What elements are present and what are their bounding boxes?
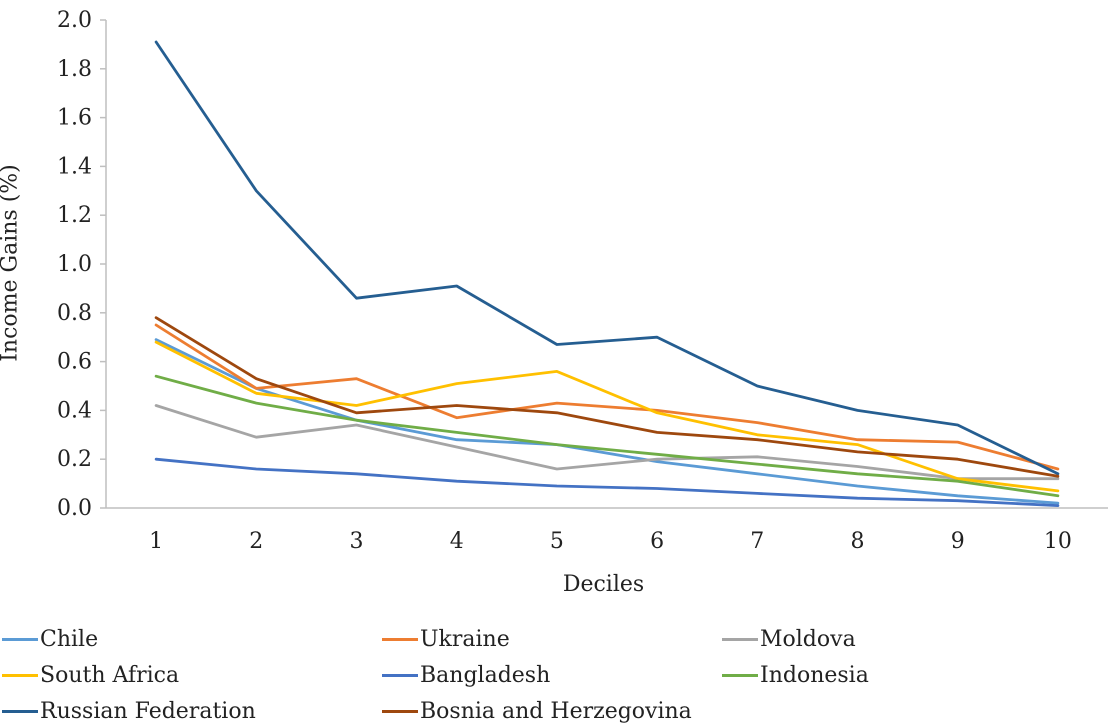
legend: Chile Ukraine Moldova South Africa Banglades… [0, 620, 1117, 727]
axes [100, 19, 1108, 509]
y-tick-label: 1.8 [57, 57, 92, 82]
series-lines [154, 40, 1060, 508]
legend-swatch [2, 637, 38, 641]
series-line-bangladesh [154, 457, 1060, 508]
y-tick-label: 0.0 [57, 496, 92, 521]
x-tick-label: 3 [350, 529, 364, 554]
legend-swatch [722, 637, 758, 641]
series-line-russian-federation [154, 40, 1060, 476]
legend-label: Bangladesh [420, 662, 551, 688]
legend-swatch [2, 673, 38, 677]
legend-label: Russian Federation [40, 698, 256, 724]
legend-label: Chile [40, 626, 99, 652]
legend-label: Moldova [760, 626, 856, 652]
series-line-ukraine [154, 323, 1060, 471]
legend-item: Chile [2, 624, 98, 654]
x-tick-label: 7 [750, 529, 764, 554]
y-tick-labels: 0.0 0.2 0.4 0.6 0.8 1.0 1.2 1.4 1.6 1.8 2.0 [57, 8, 92, 521]
y-tick-label: 1.2 [57, 203, 92, 228]
x-tick-label: 8 [851, 529, 865, 554]
legend-label: Ukraine [420, 626, 510, 652]
chart-canvas: 0.0 0.2 0.4 0.6 0.8 1.0 1.2 1.4 1.6 1.8 2.0 1 2 3 4 5 6… [57, 8, 1108, 554]
x-tick-label: 1 [149, 529, 163, 554]
y-tick-label: 0.6 [57, 350, 92, 375]
series-line-bosnia-and-herzegovina [154, 316, 1060, 478]
y-tick-label: 2.0 [57, 8, 92, 33]
legend-swatch [382, 673, 418, 677]
legend-swatch [382, 709, 418, 713]
y-tick-label: 1.4 [57, 154, 92, 179]
x-tick-label: 6 [650, 529, 664, 554]
legend-label: South Africa [40, 662, 180, 688]
legend-item: Ukraine [382, 624, 510, 654]
series-line-moldova [154, 404, 1060, 481]
legend-item: Moldova [722, 624, 856, 654]
legend-item: Russian Federation [2, 696, 256, 726]
x-tick-label: 5 [550, 529, 564, 554]
series-line-chile [154, 338, 1060, 505]
y-tick-label: 0.2 [57, 447, 92, 472]
x-tick-labels: 1 2 3 4 5 6 7 8 9 10 [149, 529, 1072, 554]
x-tick-label: 4 [450, 529, 464, 554]
series-line-indonesia [154, 374, 1060, 498]
legend-label: Indonesia [760, 662, 869, 688]
x-tick-label: 2 [249, 529, 263, 554]
legend-swatch [382, 637, 418, 641]
legend-item: Bangladesh [382, 660, 550, 690]
x-tick-label: 9 [951, 529, 965, 554]
legend-swatch [722, 673, 758, 677]
x-tick-label: 10 [1044, 529, 1072, 554]
y-axis-label: Income Gains (%) [0, 164, 23, 362]
legend-label: Bosnia and Herzegovina [420, 698, 692, 724]
legend-swatch [2, 709, 38, 713]
legend-item: South Africa [2, 660, 179, 690]
y-tick-label: 0.8 [57, 301, 92, 326]
y-tick-label: 0.4 [57, 398, 92, 423]
x-axis-label: Deciles [562, 572, 645, 597]
y-tick-label: 1.6 [57, 106, 92, 131]
legend-item: Indonesia [722, 660, 869, 690]
legend-item: Bosnia and Herzegovina [382, 696, 692, 726]
series-line-south-africa [154, 340, 1060, 493]
y-tick-label: 1.0 [57, 252, 92, 277]
